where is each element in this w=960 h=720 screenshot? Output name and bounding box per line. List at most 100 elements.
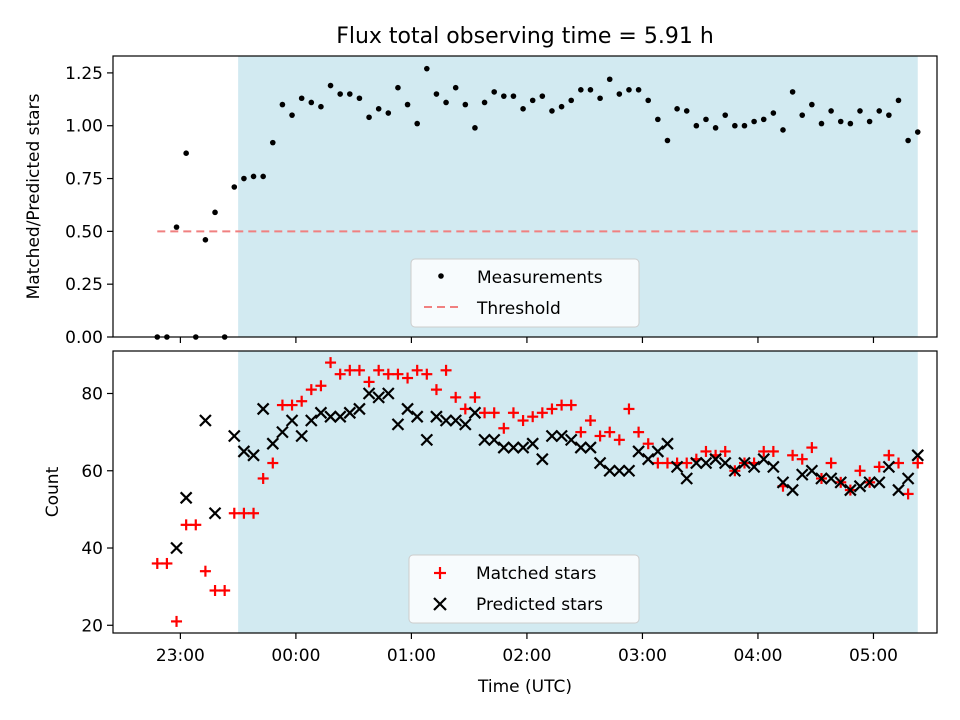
y-tick-label: 1.25 [65,64,103,84]
measurement-point [703,116,709,123]
matched-stars-point [873,461,885,473]
measurement-point [269,139,276,146]
measurement-point [481,99,488,106]
measurement-point [366,114,372,121]
predicted-stars-point [266,437,280,450]
predicted-stars-point [410,410,424,423]
predicted-stars-point [863,476,876,489]
predicted-stars-point [632,445,645,458]
predicted-stars-point [372,391,385,404]
measurement-point [452,84,459,91]
matched-stars-point [180,519,192,531]
measurement-point [905,137,911,144]
measurement-point [914,129,921,135]
predicted-stars-point [228,429,241,443]
measurement-point [202,237,209,243]
measurement-point [568,97,575,104]
predicted-stars-point [584,441,597,454]
measurement-point [818,120,825,127]
measurement-point [770,110,777,116]
matched-stars-point [392,368,404,380]
predicted-stars-point [305,414,318,427]
measurement-point [809,101,815,108]
matched-stars-point [594,430,606,442]
matched-stars-point [469,391,481,403]
measurement-point [308,99,315,106]
matched-stars-point [344,364,356,376]
measurement-point [501,93,507,99]
predicted-stars-point [208,506,222,520]
predicted-stars-point [795,468,809,481]
count-legend-box [408,554,640,624]
x-tick-label: 04:00 [733,646,782,666]
predicted-stars-point [449,414,462,427]
matched-stars-point [642,438,654,450]
predicted-stars-point [786,483,799,497]
ratio-panel-legend: Measurements Threshold [410,258,640,328]
predicted-stars-point [362,387,376,400]
matched-stars-point [719,445,731,457]
y-tick-label: 0.00 [65,328,103,348]
legend-measurements-label: Measurements [477,268,603,288]
matched-stars-point [796,453,808,465]
x-tick-label: 05:00 [849,646,898,666]
measurement-point [539,93,546,99]
legend-measurements-marker [438,273,444,279]
measurement-point [529,97,536,104]
measurement-point [655,116,661,123]
matched-stars-point [613,434,625,446]
predicted-stars-point [593,456,607,470]
predicted-stars-point [179,491,193,505]
predicted-stars-point [670,460,684,474]
y-tick-label: 1.00 [65,117,103,137]
predicted-stars-point [459,418,472,431]
measurement-point [674,106,680,112]
matched-stars-point [219,585,231,597]
predicted-stars-point [478,433,491,447]
measurement-point [597,95,603,102]
predicted-stars-point [834,476,848,489]
matched-stars-point [700,445,712,457]
ratio-panel: 0.00 0.25 0.50 0.75 1.00 1.25 Matched/Predict… [24,55,938,348]
matched-stars-point [556,399,568,411]
measurement-point [587,87,594,93]
matched-stars-point [353,364,365,376]
measurement-point [347,91,353,97]
matched-stars-point [382,368,394,380]
predicted-stars-point [901,472,915,485]
matched-stars-point [787,449,799,461]
matched-stars-point [161,557,173,569]
matched-stars-point [479,407,491,419]
matched-stars-point [190,519,202,531]
matched-stars-point [267,457,279,469]
measurement-point [250,173,257,180]
y-tick-label: 0.25 [65,275,103,295]
measurement-point [857,108,863,114]
predicted-stars-point [757,452,771,466]
measurement-point [847,120,854,127]
matched-stars-point [681,457,693,469]
predicted-stars-point [805,464,819,478]
y-tick-label: 40 [81,539,103,559]
measurement-point [327,82,334,89]
measurement-point [510,93,517,99]
matched-stars-point [498,422,510,434]
predicted-stars-point [487,433,501,447]
matched-stars-point [430,384,442,396]
matched-stars-point [238,507,250,519]
predicted-stars-point [738,456,751,470]
predicted-stars-point [391,418,405,431]
measurement-point [337,91,343,97]
legend-matched-label: Matched stars [476,564,596,584]
predicted-stars-point [555,429,568,443]
matched-stars-point [584,415,596,427]
matched-stars-point [883,449,895,461]
measurement-point [183,150,189,156]
matched-stars-point [758,445,770,457]
predicted-stars-point [507,441,520,454]
matched-stars-point [151,557,163,569]
x-axis-label: Time (UTC) [477,677,572,697]
matched-stars-point [440,364,452,376]
predicted-stars-point [353,402,366,416]
